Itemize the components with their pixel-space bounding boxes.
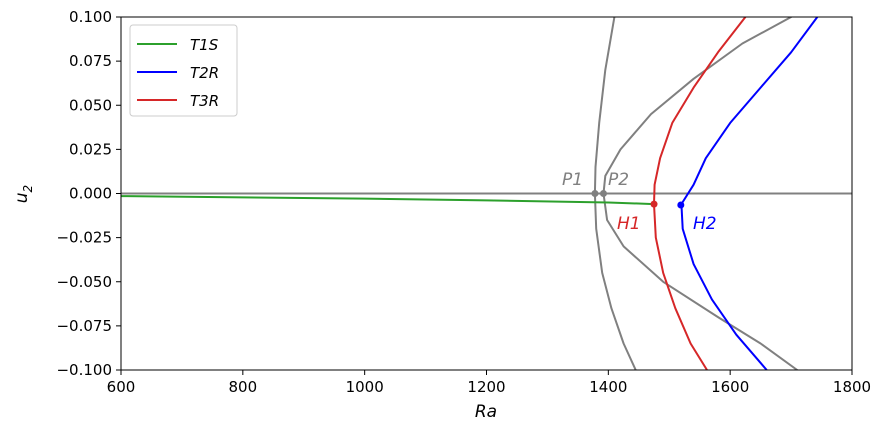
x-tick-label: 1800 <box>833 378 871 396</box>
marker-point-p1 <box>591 190 599 197</box>
y-tick-label: −0.075 <box>56 317 112 335</box>
legend-label-t1s: T1S <box>190 36 219 54</box>
series-line-branch-3 <box>593 17 637 370</box>
y-axis-title: u2 <box>12 185 35 203</box>
marker-point-h1 <box>650 200 658 208</box>
x-tick-label: 1000 <box>346 378 384 396</box>
y-tick-label: 0.025 <box>69 140 112 158</box>
y-tick-label: 0.000 <box>69 185 112 203</box>
x-tick-label: 1400 <box>589 378 627 396</box>
legend-label-t2r: T2R <box>190 64 219 82</box>
legend-box <box>129 24 238 117</box>
series-line-t3r <box>653 17 747 370</box>
legend: T1S T2R T3R <box>129 24 238 117</box>
marker-label-h1: H1 <box>617 214 641 234</box>
y-tick-label: −0.025 <box>56 229 112 247</box>
series-layer <box>121 17 852 370</box>
marker-label-h2: H2 <box>693 214 717 234</box>
y-tick-label: 0.050 <box>69 96 112 114</box>
series-line-t2r <box>680 17 819 370</box>
marker-layer <box>591 190 685 209</box>
marker-label-p1: P1 <box>562 170 583 190</box>
legend-label-t3r: T3R <box>190 92 219 110</box>
y-tick-label: −0.050 <box>56 273 112 291</box>
x-tick-label: 1600 <box>711 378 749 396</box>
y-tick-label: 0.075 <box>69 52 112 70</box>
x-tick-label: 600 <box>107 378 136 396</box>
marker-point-p2 <box>599 190 607 197</box>
y-tick-label: −0.100 <box>56 361 112 379</box>
series-line-t1s <box>121 195 655 206</box>
tick-layer: 600 800 1000 1200 1400 1600 1800 −0.100 −0.075 −0… <box>56 8 871 396</box>
y-tick-label: 0.100 <box>69 8 112 26</box>
x-tick-label: 1200 <box>467 378 505 396</box>
marker-label-p2: P2 <box>608 170 629 190</box>
x-axis-title: Ra <box>475 402 497 422</box>
x-tick-label: 800 <box>229 378 258 396</box>
marker-point-h2 <box>677 201 685 209</box>
